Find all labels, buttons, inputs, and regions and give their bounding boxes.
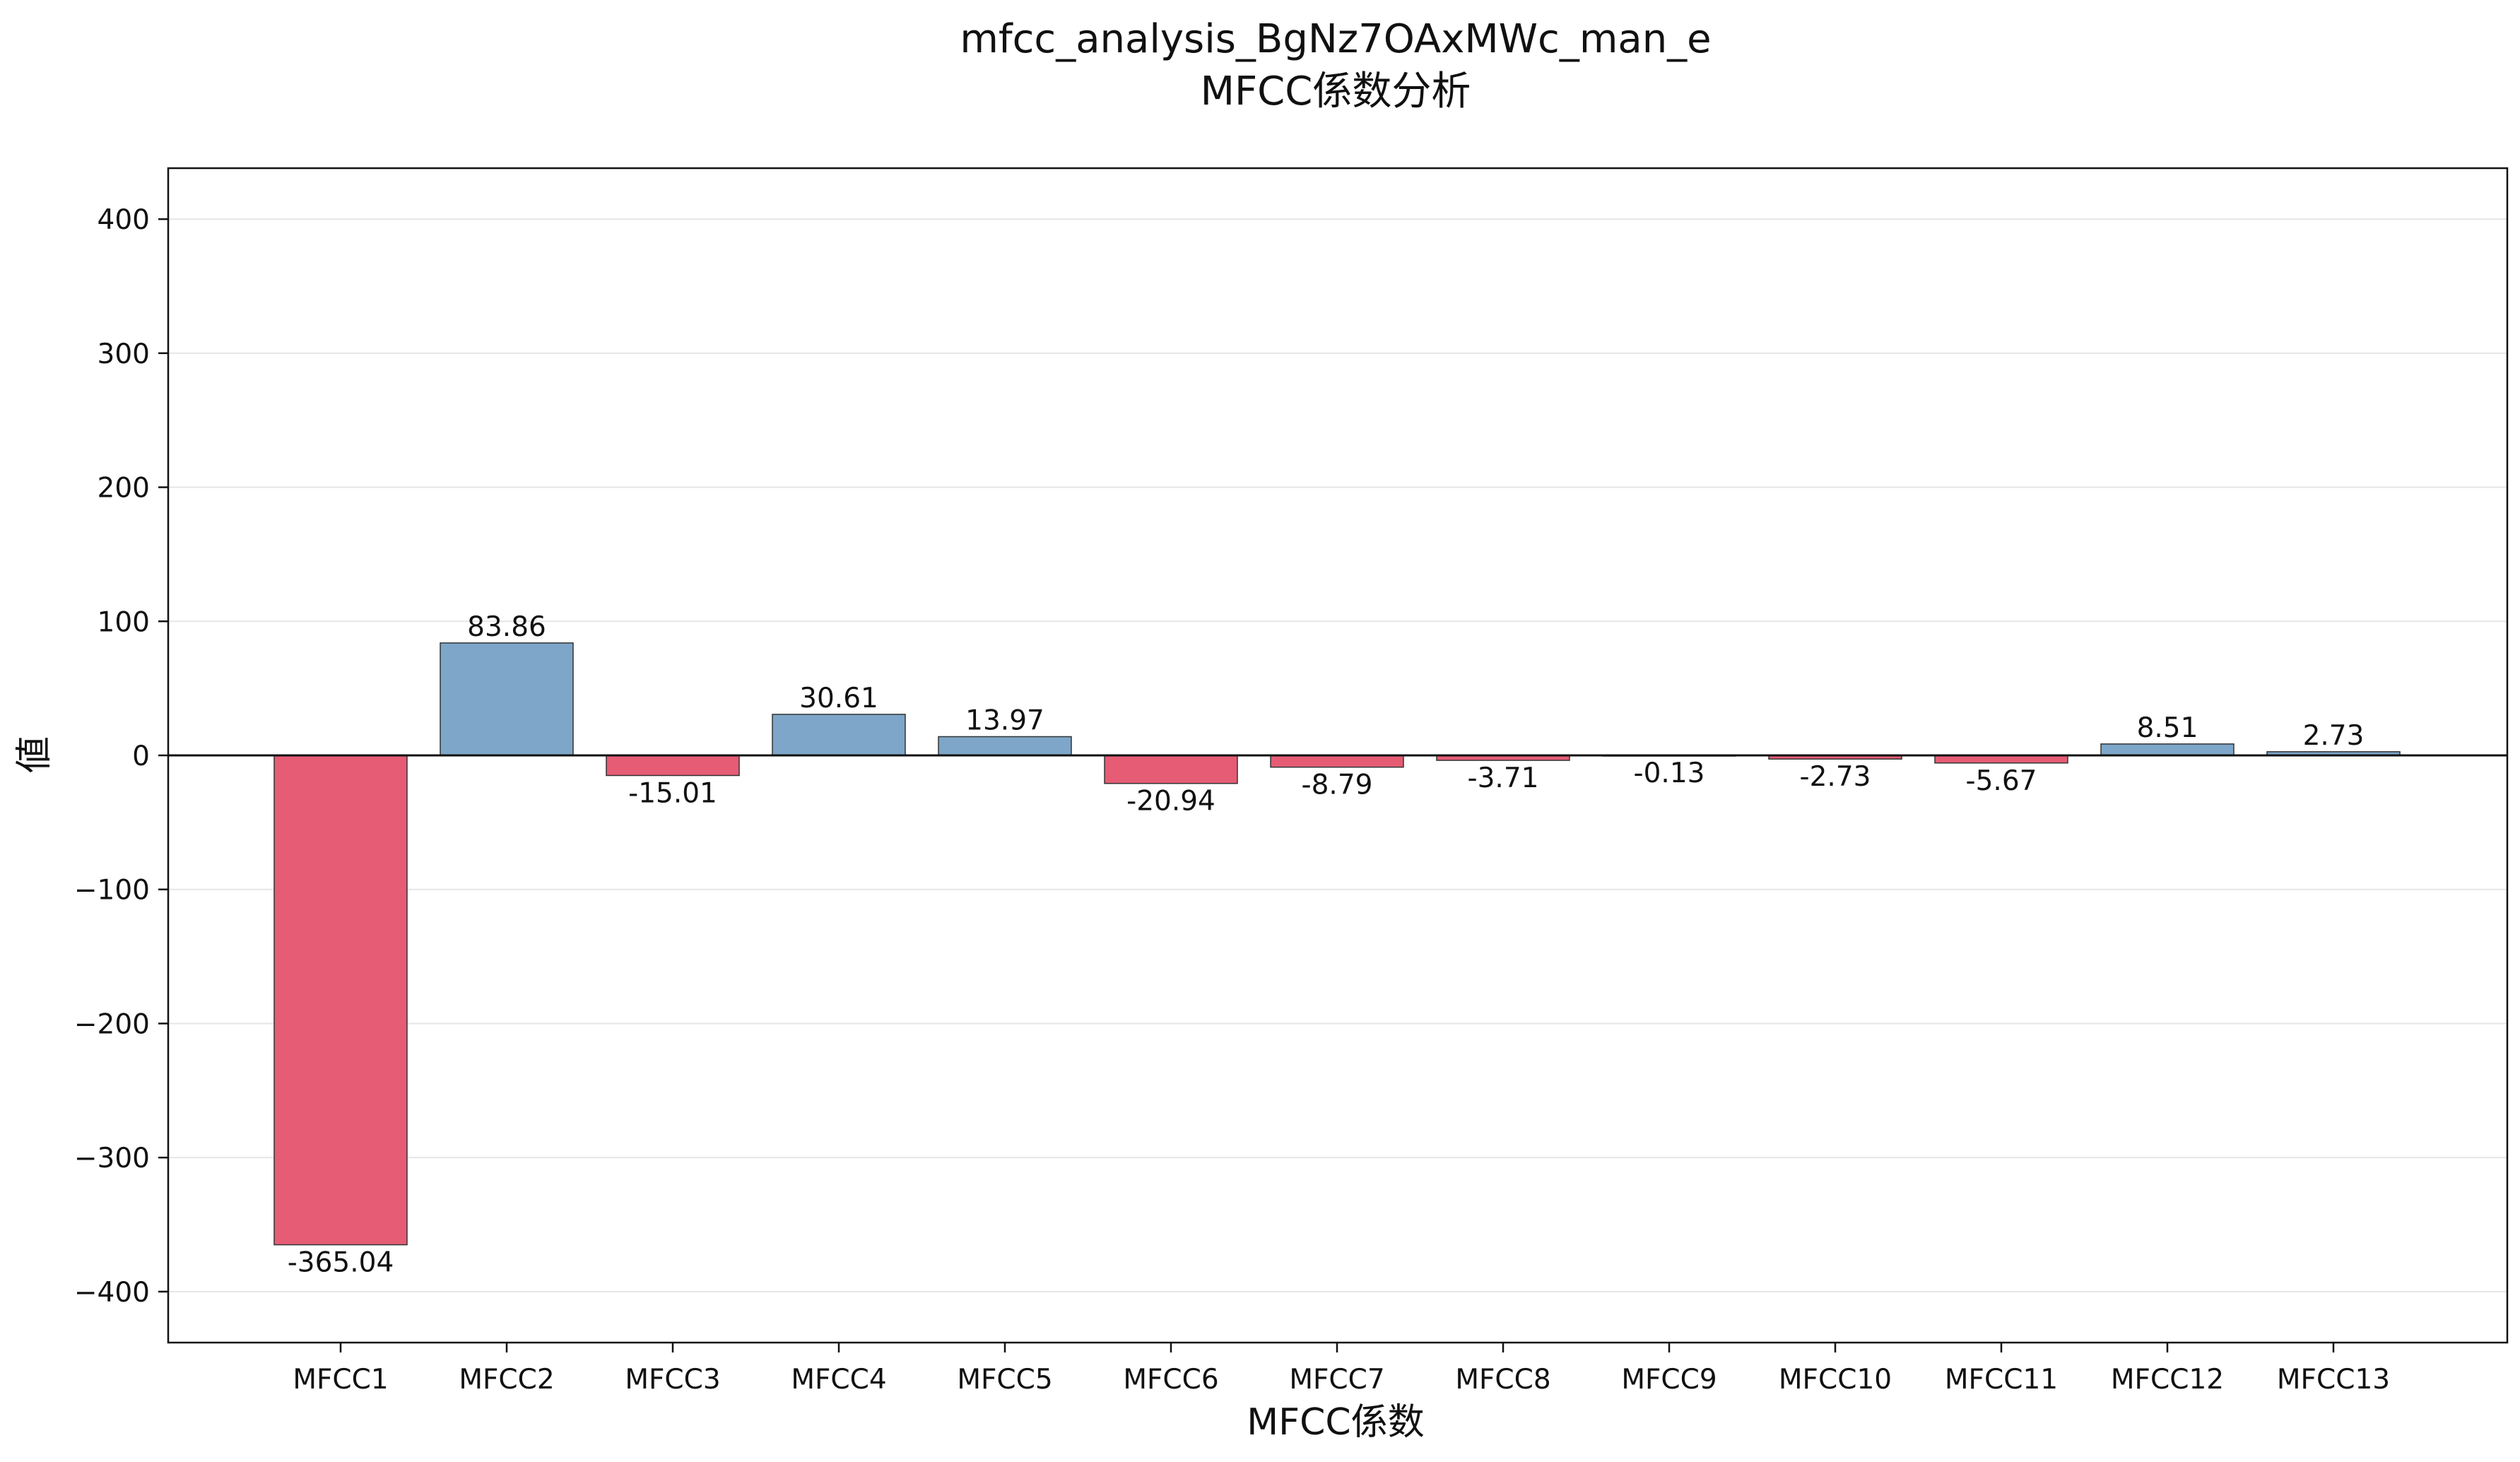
x-tick-label: MFCC2 xyxy=(459,1364,554,1396)
x-tick-label: MFCC3 xyxy=(625,1364,720,1396)
y-tick-label: −100 xyxy=(74,875,150,907)
x-axis-label: MFCC係数 xyxy=(1247,1401,1424,1444)
y-axis-ticks: 400 300 200 100 0 −100 −200 −300 −400 xyxy=(74,204,168,1309)
y-tick-label: 300 xyxy=(98,338,150,370)
bar-mfcc2 xyxy=(440,642,574,756)
data-label: -5.67 xyxy=(1966,765,2037,797)
data-label: 83.86 xyxy=(467,611,546,643)
data-label: 13.97 xyxy=(965,705,1044,736)
x-tick-label: MFCC13 xyxy=(2277,1364,2390,1396)
y-axis-label: 値 xyxy=(13,736,56,773)
x-tick-label: MFCC7 xyxy=(1289,1364,1384,1396)
x-tick-label: MFCC12 xyxy=(2111,1364,2224,1396)
data-labels: -365.04 83.86 -15.01 30.61 13.97 -20.94 -8.79 -… xyxy=(288,611,2365,1279)
x-axis-ticks: MFCC1 MFCC2 MFCC3 MFCC4 MFCC5 MFCC6 MFCC7 MFCC8… xyxy=(293,1343,2390,1396)
x-tick-label: MFCC6 xyxy=(1123,1364,1218,1396)
x-tick-label: MFCC1 xyxy=(293,1364,388,1396)
data-label: -3.71 xyxy=(1468,762,1539,794)
x-tick-label: MFCC9 xyxy=(1621,1364,1717,1396)
x-tick-label: MFCC4 xyxy=(791,1364,886,1396)
data-label: 30.61 xyxy=(799,683,878,714)
bar-mfcc7 xyxy=(1270,755,1404,768)
x-tick-label: MFCC5 xyxy=(957,1364,1052,1396)
y-tick-label: 0 xyxy=(132,741,150,772)
chart-subtitle: MFCC係数分析 xyxy=(1201,69,1471,114)
data-label: -8.79 xyxy=(1302,770,1373,801)
x-tick-label: MFCC10 xyxy=(1779,1364,1892,1396)
bar-mfcc6 xyxy=(1104,755,1238,784)
data-label: -0.13 xyxy=(1634,757,1705,789)
y-tick-label: 200 xyxy=(98,473,150,505)
x-tick-label: MFCC8 xyxy=(1455,1364,1550,1396)
data-label: 2.73 xyxy=(2303,720,2365,752)
data-label: -15.01 xyxy=(628,777,717,809)
data-label: -365.04 xyxy=(288,1247,394,1279)
y-tick-label: −300 xyxy=(74,1143,150,1174)
bar-mfcc12 xyxy=(2100,743,2235,756)
bar-mfcc4 xyxy=(772,714,906,756)
bar-mfcc1 xyxy=(273,755,408,1246)
bar-mfcc11 xyxy=(1934,755,2068,764)
y-tick-label: 100 xyxy=(98,606,150,638)
x-tick-label: MFCC11 xyxy=(1945,1364,2058,1396)
data-label: -2.73 xyxy=(1800,761,1871,793)
y-tick-label: −200 xyxy=(74,1008,150,1040)
y-tick-label: 400 xyxy=(98,204,150,236)
bars xyxy=(273,642,2401,1246)
data-label: -20.94 xyxy=(1126,786,1215,818)
y-tick-label: −400 xyxy=(74,1277,150,1309)
bar-mfcc5 xyxy=(938,736,1072,756)
bar-mfcc3 xyxy=(606,755,740,777)
chart-title: mfcc_analysis_BgNz7OAxMWc_man_e xyxy=(960,16,1711,62)
data-label: 8.51 xyxy=(2137,712,2198,744)
